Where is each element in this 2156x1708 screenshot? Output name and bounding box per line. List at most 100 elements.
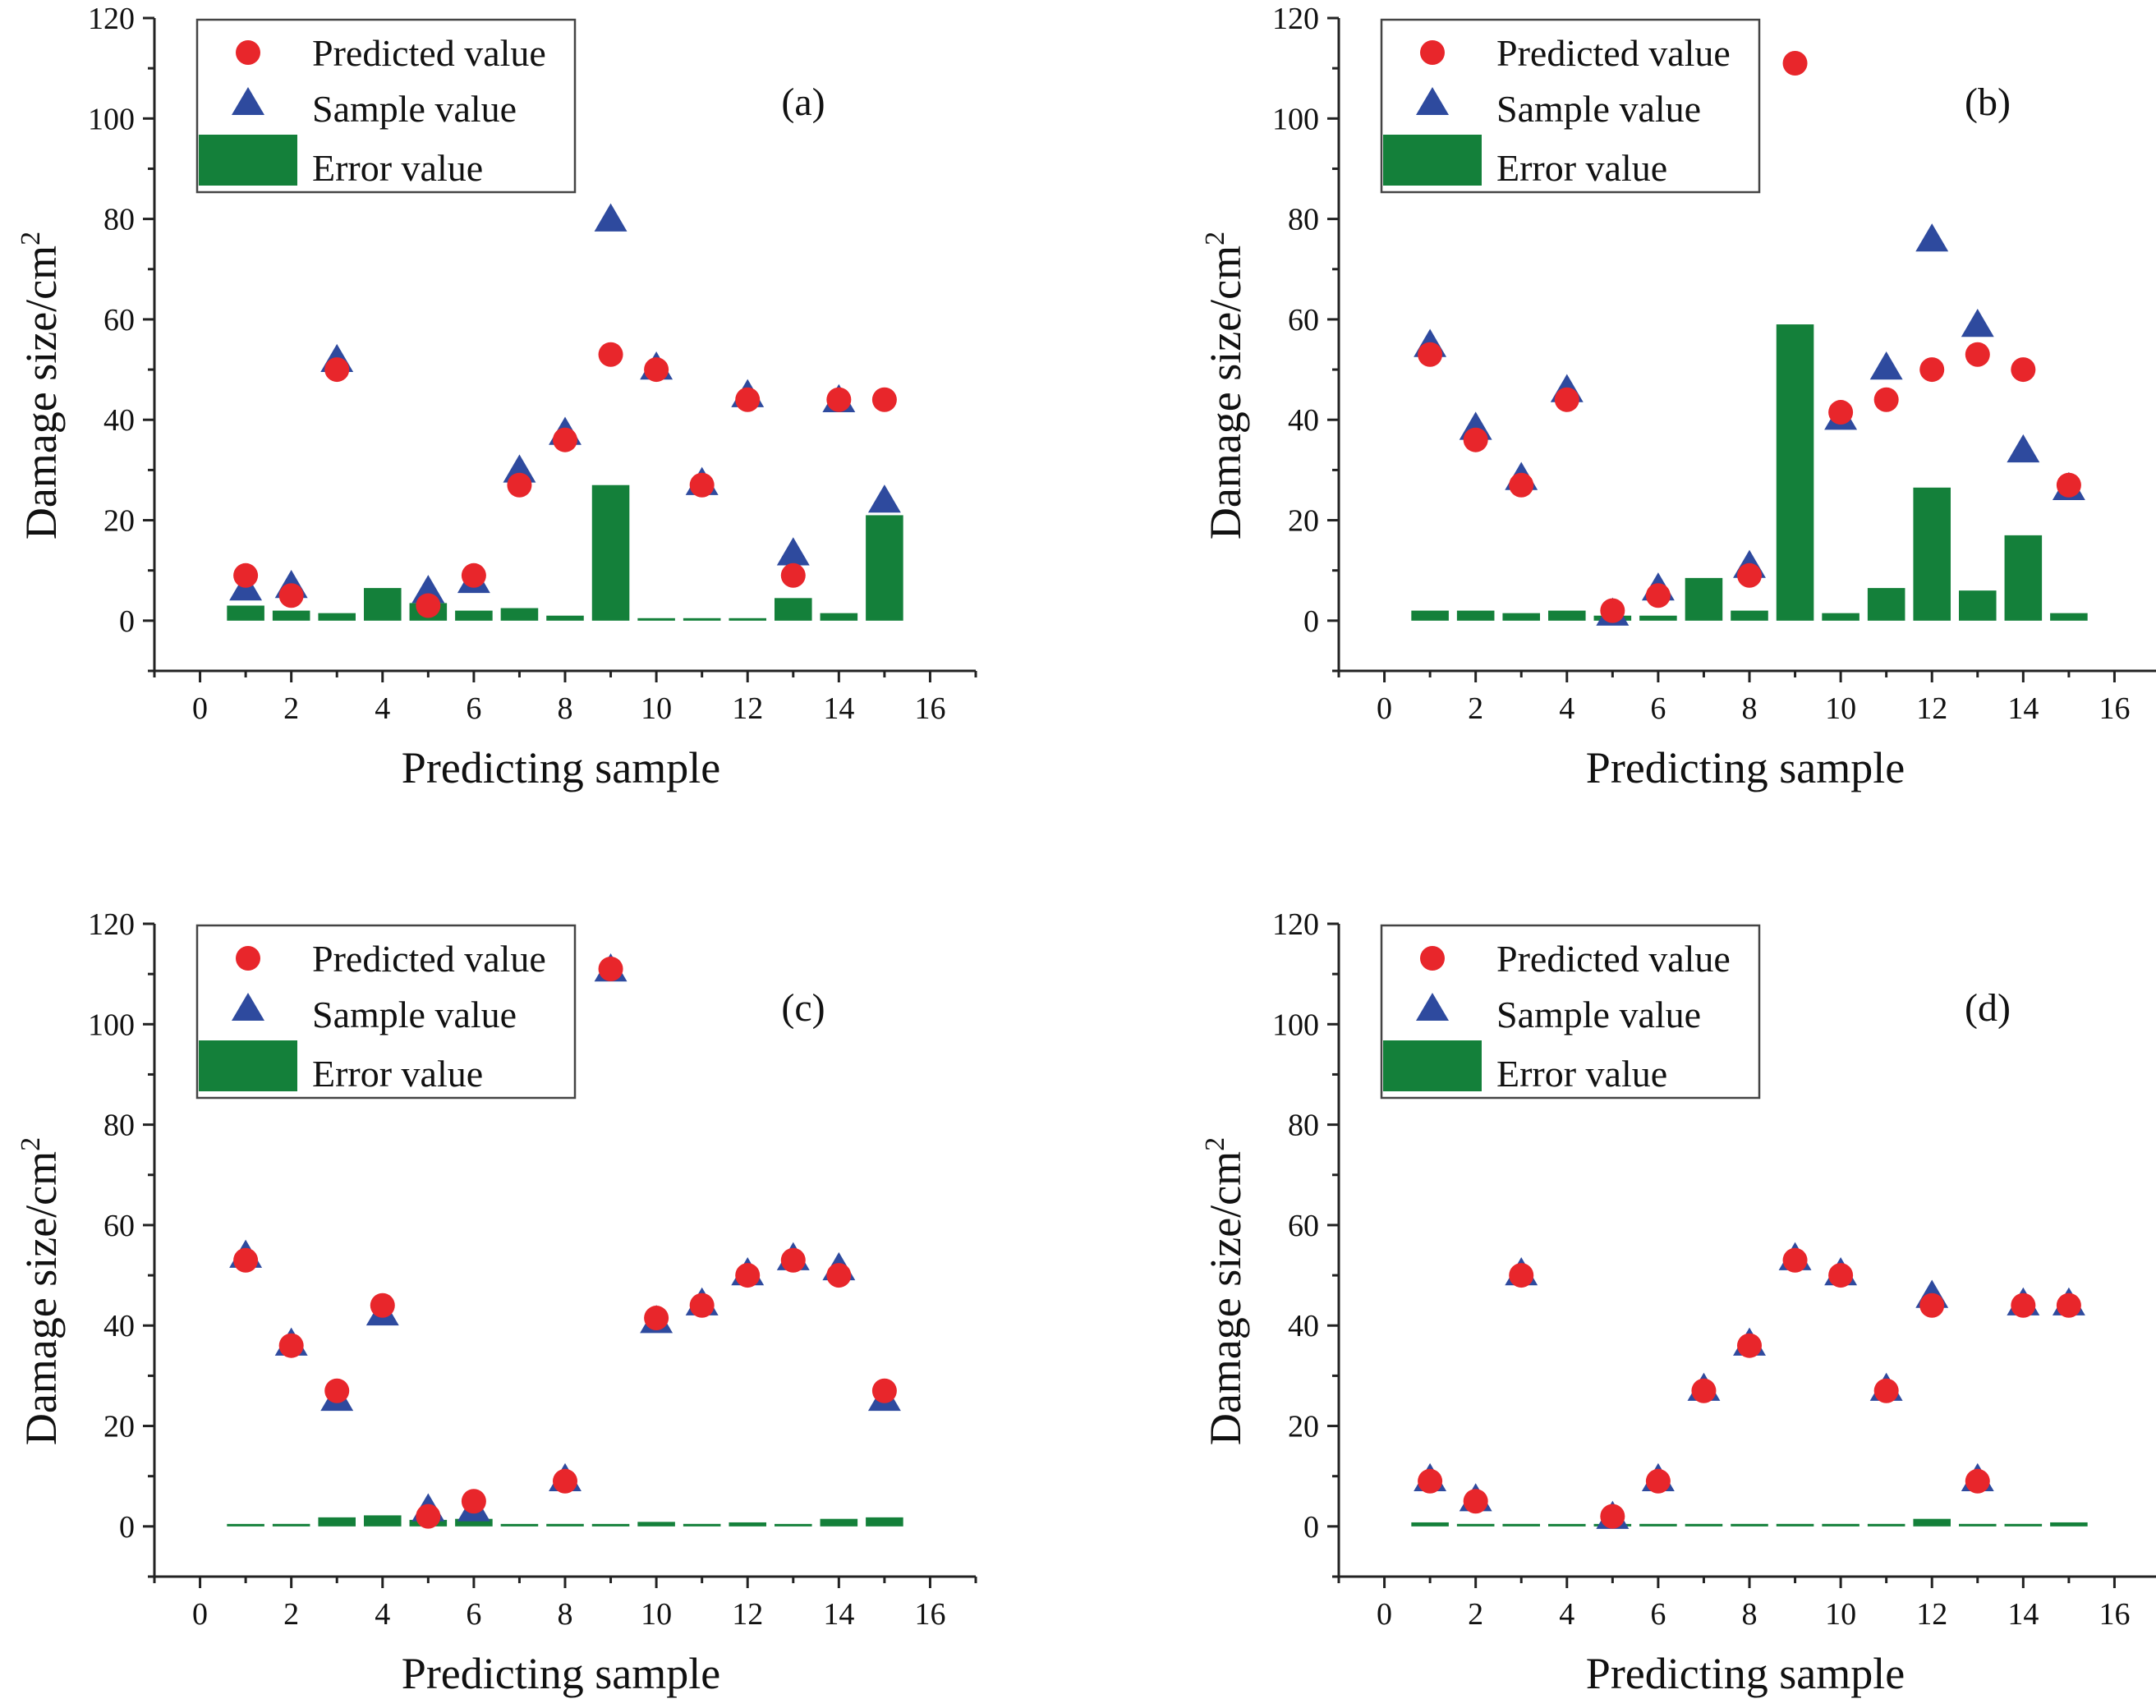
- predicted-point: [1600, 598, 1625, 623]
- predicted-point: [324, 357, 350, 383]
- legend-predicted-marker: [1420, 40, 1445, 65]
- y-tick-label: 80: [103, 203, 135, 237]
- legend-predicted-marker: [236, 946, 260, 971]
- x-tick-label: 6: [466, 691, 481, 726]
- y-axis-title-group: Damage size/cm2: [1200, 1137, 1250, 1445]
- y-tick-label: 60: [103, 303, 135, 337]
- x-tick-label: 6: [1650, 1597, 1666, 1632]
- error-bar: [2050, 1522, 2088, 1527]
- predicted-point: [2056, 472, 2081, 498]
- legend-error-label: Error value: [312, 147, 483, 189]
- predicted-point: [1873, 1378, 1899, 1403]
- predicted-point: [416, 593, 441, 618]
- legend-sample-label: Sample value: [1496, 994, 1701, 1035]
- panel-label: (d): [1965, 986, 2011, 1030]
- x-tick-label: 12: [732, 1597, 763, 1632]
- x-tick-label: 4: [375, 1597, 390, 1632]
- error-bar: [1731, 610, 1768, 621]
- sample-point: [867, 484, 901, 513]
- error-bar: [1411, 610, 1449, 621]
- y-tick-label: 120: [88, 907, 135, 942]
- x-tick-label: 10: [1825, 1597, 1856, 1632]
- sample-point: [1869, 351, 1903, 380]
- error-bar: [637, 618, 675, 621]
- predicted-point: [644, 1306, 669, 1331]
- x-tick-label: 4: [1559, 691, 1574, 726]
- predicted-point: [1600, 1504, 1625, 1529]
- y-axis-title-superscript: 2: [16, 1137, 46, 1151]
- x-tick-label: 14: [823, 691, 854, 726]
- predicted-point: [826, 1263, 852, 1288]
- error-bar: [1411, 1522, 1449, 1527]
- error-bar: [227, 605, 264, 621]
- error-bar: [1548, 1523, 1586, 1527]
- error-bar: [1867, 1523, 1905, 1527]
- y-tick-label: 0: [1303, 604, 1319, 639]
- x-axis-title: Predicting sample: [402, 1649, 720, 1698]
- legend-error-label: Error value: [1496, 147, 1667, 189]
- error-bar: [1685, 1523, 1723, 1527]
- y-tick-label: 120: [1272, 2, 1319, 36]
- error-bar: [591, 484, 630, 621]
- x-axis-title: Predicting sample: [1586, 743, 1905, 792]
- y-tick-label: 120: [88, 2, 135, 36]
- legend-predicted-marker: [236, 40, 260, 65]
- y-tick-label: 100: [1272, 102, 1319, 136]
- y-tick-label: 100: [88, 1008, 135, 1042]
- predicted-point: [233, 562, 259, 588]
- y-tick-label: 100: [88, 102, 135, 136]
- x-tick-label: 8: [1742, 1597, 1758, 1632]
- error-bar: [729, 618, 766, 621]
- predicted-point: [644, 357, 669, 383]
- predicted-point: [1463, 427, 1488, 452]
- error-bar: [683, 1523, 721, 1527]
- y-tick-label: 20: [103, 1410, 135, 1444]
- legend-sample-label: Sample value: [312, 994, 517, 1035]
- predicted-point: [1737, 1333, 1762, 1358]
- sample-point: [411, 575, 445, 604]
- legend-sample-label: Sample value: [312, 88, 517, 130]
- predicted-point: [461, 562, 486, 588]
- predicted-point: [553, 427, 577, 452]
- error-bar: [1867, 588, 1905, 621]
- x-tick-label: 14: [823, 1597, 854, 1632]
- error-bar: [775, 598, 812, 621]
- error-bar: [729, 1522, 766, 1527]
- error-bar: [1913, 487, 1951, 621]
- y-tick-label: 60: [1288, 303, 1319, 337]
- error-bar: [1959, 1523, 1997, 1527]
- predicted-point: [2056, 1292, 2081, 1318]
- error-bar: [1776, 1523, 1814, 1527]
- predicted-point: [1418, 342, 1443, 367]
- error-bar: [455, 610, 493, 621]
- error-bar: [1639, 615, 1677, 621]
- x-tick-label: 14: [2007, 691, 2039, 726]
- error-bar: [820, 1518, 858, 1527]
- y-tick-label: 80: [103, 1109, 135, 1143]
- predicted-point: [1645, 1468, 1671, 1494]
- y-axis-title: Damage size/cm2: [1200, 1137, 1250, 1445]
- predicted-point: [1873, 387, 1899, 412]
- legend-error-label: Error value: [1496, 1053, 1667, 1095]
- predicted-point: [598, 957, 623, 982]
- y-axis-title-text: Damage size/cm: [1201, 246, 1250, 539]
- predicted-point: [1418, 1468, 1443, 1494]
- x-tick-label: 12: [732, 691, 763, 726]
- predicted-point: [871, 1378, 897, 1403]
- sample-point: [594, 203, 627, 232]
- legend-error-label: Error value: [312, 1053, 483, 1095]
- x-tick-label: 4: [375, 691, 390, 726]
- x-tick-label: 8: [1742, 691, 1758, 726]
- x-tick-label: 8: [558, 691, 573, 726]
- predicted-point: [1645, 583, 1671, 608]
- panel-d: 0 20 40 60 80 100 120 0 2 4 6 8 10 12 14 16 Predicting s…: [1200, 907, 2156, 1698]
- legend-sample-marker: [232, 87, 264, 115]
- x-tick-label: 16: [914, 691, 945, 726]
- error-bar: [1456, 1523, 1495, 1527]
- x-tick-label: 10: [641, 691, 672, 726]
- predicted-point: [1737, 562, 1762, 588]
- predicted-point: [1965, 342, 1990, 367]
- panel-label: (b): [1965, 80, 2011, 124]
- y-tick-label: 20: [1288, 504, 1319, 539]
- x-tick-label: 0: [192, 691, 208, 726]
